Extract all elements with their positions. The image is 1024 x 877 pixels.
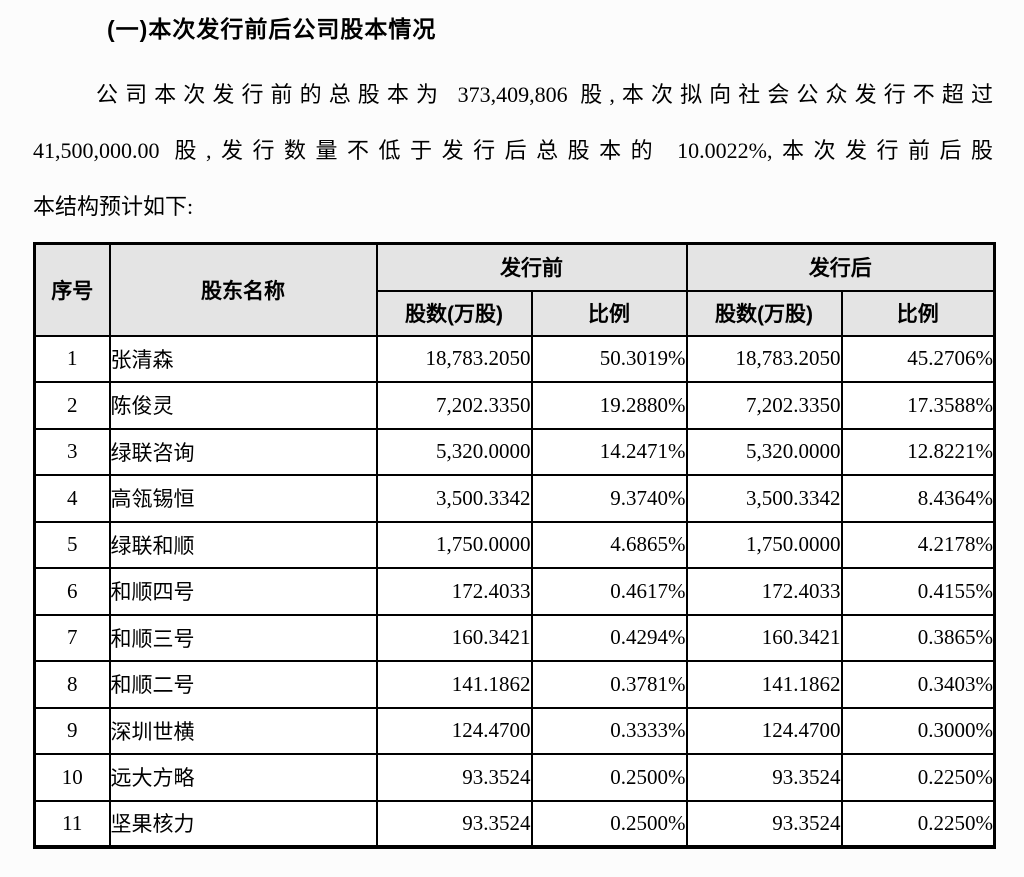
cell-post-ratio: 17.3588% <box>840 381 996 430</box>
cell-no: 4 <box>33 474 111 523</box>
cell-pre-ratio: 4.6865% <box>530 520 688 569</box>
cell-post-ratio: 12.8221% <box>840 427 996 476</box>
cell-post-ratio: 8.4364% <box>840 474 996 523</box>
cell-post-ratio: 45.2706% <box>840 334 996 383</box>
cell-pre-shares: 7,202.3350 <box>375 381 533 430</box>
cell-no: 3 <box>33 427 111 476</box>
cell-post-shares: 93.3524 <box>685 799 843 848</box>
cell-post-shares: 7,202.3350 <box>685 381 843 430</box>
cell-no: 1 <box>33 334 111 383</box>
table-row: 3 绿联咨询 5,320.0000 14.2471% 5,320.0000 12… <box>33 427 996 476</box>
cell-pre-shares: 160.3421 <box>375 613 533 662</box>
cell-no: 7 <box>33 613 111 662</box>
cell-shareholder-name: 绿联和顺 <box>108 520 378 569</box>
cell-post-shares: 93.3524 <box>685 753 843 802</box>
header-shareholder-name: 股东名称 <box>108 242 378 337</box>
cell-no: 8 <box>33 660 111 709</box>
cell-pre-shares: 141.1862 <box>375 660 533 709</box>
paragraph-line-3: 本结构预计如下: <box>33 194 194 219</box>
table-row: 11 坚果核力 93.3524 0.2500% 93.3524 0.2250% <box>33 799 996 848</box>
table-row: 5 绿联和顺 1,750.0000 4.6865% 1,750.0000 4.2… <box>33 520 996 569</box>
header-pre-shares: 股数(万股) <box>375 289 533 337</box>
table-row: 7 和顺三号 160.3421 0.4294% 160.3421 0.3865% <box>33 613 996 662</box>
paragraph-line-2: 41,500,000.00 股,发行数量不低于发行后总股本的 10.0022%,… <box>33 138 993 163</box>
cell-pre-ratio: 0.4617% <box>530 567 688 616</box>
cell-post-shares: 18,783.2050 <box>685 334 843 383</box>
cell-shareholder-name: 张清森 <box>108 334 378 383</box>
cell-no: 11 <box>33 799 111 848</box>
header-post-shares: 股数(万股) <box>685 289 843 337</box>
cell-pre-ratio: 14.2471% <box>530 427 688 476</box>
cell-no: 2 <box>33 381 111 430</box>
table-row: 8 和顺二号 141.1862 0.3781% 141.1862 0.3403% <box>33 660 996 709</box>
cell-post-ratio: 0.3865% <box>840 613 996 662</box>
cell-shareholder-name: 和顺三号 <box>108 613 378 662</box>
cell-post-shares: 1,750.0000 <box>685 520 843 569</box>
header-post-issuance-group: 发行后 <box>685 242 996 292</box>
cell-post-shares: 3,500.3342 <box>685 474 843 523</box>
cell-pre-ratio: 50.3019% <box>530 334 688 383</box>
cell-shareholder-name: 和顺四号 <box>108 567 378 616</box>
cell-pre-ratio: 0.3781% <box>530 660 688 709</box>
cell-pre-ratio: 9.3740% <box>530 474 688 523</box>
cell-shareholder-name: 和顺二号 <box>108 660 378 709</box>
cell-pre-shares: 93.3524 <box>375 799 533 848</box>
paragraph-line-1: 公司本次发行前的总股本为 373,409,806 股,本次拟向社会公众发行不超过 <box>96 82 993 107</box>
document-page: (一)本次发行前后公司股本情况 公司本次发行前的总股本为 373,409,806… <box>0 13 1024 877</box>
table-row: 6 和顺四号 172.4033 0.4617% 172.4033 0.4155% <box>33 567 996 616</box>
cell-pre-shares: 18,783.2050 <box>375 334 533 383</box>
cell-no: 5 <box>33 520 111 569</box>
cell-shareholder-name: 绿联咨询 <box>108 427 378 476</box>
cell-pre-ratio: 19.2880% <box>530 381 688 430</box>
header-post-ratio: 比例 <box>840 289 996 337</box>
cell-no: 10 <box>33 753 111 802</box>
cell-shareholder-name: 陈俊灵 <box>108 381 378 430</box>
cell-pre-shares: 1,750.0000 <box>375 520 533 569</box>
cell-shareholder-name: 坚果核力 <box>108 799 378 848</box>
cell-post-ratio: 0.2250% <box>840 799 996 848</box>
cell-pre-shares: 172.4033 <box>375 567 533 616</box>
cell-pre-shares: 5,320.0000 <box>375 427 533 476</box>
cell-pre-ratio: 0.4294% <box>530 613 688 662</box>
table-row: 10 远大方略 93.3524 0.2500% 93.3524 0.2250% <box>33 753 996 802</box>
section-heading: (一)本次发行前后公司股本情况 <box>107 16 437 42</box>
header-pre-issuance-group: 发行前 <box>375 242 688 292</box>
share-structure-table: 序号 股东名称 发行前 发行后 股数(万股) 比例 股数(万股) 比例 1 张清… <box>33 242 996 849</box>
cell-pre-ratio: 0.3333% <box>530 706 688 755</box>
cell-pre-shares: 93.3524 <box>375 753 533 802</box>
cell-pre-ratio: 0.2500% <box>530 799 688 848</box>
cell-post-ratio: 4.2178% <box>840 520 996 569</box>
intro-paragraph: 公司本次发行前的总股本为 373,409,806 股,本次拟向社会公众发行不超过… <box>33 67 993 235</box>
cell-post-shares: 141.1862 <box>685 660 843 709</box>
table-row: 4 高瓴锡恒 3,500.3342 9.3740% 3,500.3342 8.4… <box>33 474 996 523</box>
cell-no: 9 <box>33 706 111 755</box>
header-pre-ratio: 比例 <box>530 289 688 337</box>
cell-post-ratio: 0.2250% <box>840 753 996 802</box>
table-row: 9 深圳世横 124.4700 0.3333% 124.4700 0.3000% <box>33 706 996 755</box>
cell-post-shares: 124.4700 <box>685 706 843 755</box>
cell-pre-shares: 3,500.3342 <box>375 474 533 523</box>
cell-post-shares: 5,320.0000 <box>685 427 843 476</box>
cell-shareholder-name: 深圳世横 <box>108 706 378 755</box>
table-header-row-groups: 序号 股东名称 发行前 发行后 <box>33 242 996 337</box>
cell-shareholder-name: 高瓴锡恒 <box>108 474 378 523</box>
header-no: 序号 <box>33 242 111 337</box>
table-row: 1 张清森 18,783.2050 50.3019% 18,783.2050 4… <box>33 334 996 383</box>
cell-post-ratio: 0.3000% <box>840 706 996 755</box>
table-header-row-sub: 股数(万股) 比例 股数(万股) 比例 <box>35 289 996 337</box>
cell-pre-ratio: 0.2500% <box>530 753 688 802</box>
table-row: 2 陈俊灵 7,202.3350 19.2880% 7,202.3350 17.… <box>33 381 996 430</box>
cell-pre-shares: 124.4700 <box>375 706 533 755</box>
cell-shareholder-name: 远大方略 <box>108 753 378 802</box>
cell-post-shares: 172.4033 <box>685 567 843 616</box>
cell-no: 6 <box>33 567 111 616</box>
cell-post-shares: 160.3421 <box>685 613 843 662</box>
cell-post-ratio: 0.3403% <box>840 660 996 709</box>
cell-post-ratio: 0.4155% <box>840 567 996 616</box>
